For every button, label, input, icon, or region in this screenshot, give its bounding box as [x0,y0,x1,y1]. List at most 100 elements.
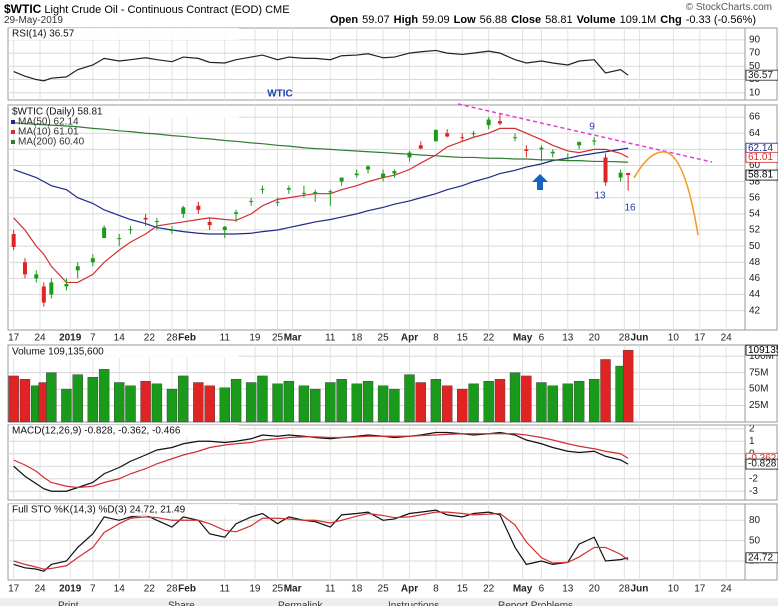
x-tick-label: Jun [631,584,649,595]
date: 29-May-2019 [4,15,63,26]
y-tick-label: 52 [749,225,761,236]
copyright: © StockCharts.com [685,2,772,13]
annotation: 13 [594,191,606,202]
y-tick-label: 56 [749,192,761,203]
value-box [745,344,778,356]
y-tick-label: 48 [749,257,761,268]
volume-bar [46,372,57,423]
value-box-label: -0.828 [748,459,777,470]
footer-link[interactable]: Print [58,601,79,606]
volume-bar [441,385,453,423]
volume-bar [494,379,506,423]
quote-value: 109.1M [619,14,657,26]
panel-title-bg [9,504,239,516]
value-box [745,458,778,470]
x-tick-label: Feb [178,333,196,344]
right-axis-frame [744,104,778,331]
candle-body [354,173,359,176]
value-box-label: 61.01 [748,152,773,163]
candle-body [11,234,16,247]
volume-bar [204,385,215,423]
x-tick-label: May [513,333,533,344]
indicator-line [13,431,629,492]
x-tick-label: 25 [272,584,284,595]
y-tick-label: 50 [749,535,761,546]
candle-body [445,133,450,137]
indicator-line [13,433,629,489]
x-tick-label: 25 [272,333,284,344]
volume-bar [600,359,611,423]
candle-body [34,274,39,279]
candle-body [328,191,333,193]
quote-value: 59.07 [362,14,390,26]
y-tick-label: 42 [749,305,761,316]
candle-body [392,171,397,174]
x-tick-label: 13 [562,584,574,595]
projection-curve [633,151,699,236]
candle-body [207,221,212,226]
candle-body [313,192,318,194]
footer-link[interactable]: Permalink [278,601,323,606]
x-tick-label: Apr [401,333,418,344]
candle-body [22,262,27,275]
x-tick-label: 25 [378,333,390,344]
y-tick-label: 100M [749,351,774,362]
x-tick-label: 18 [351,584,363,595]
candle-body [577,142,582,146]
panel-title-bg [9,28,239,40]
candle-body [565,157,570,159]
footer-link[interactable]: Report Problems [498,601,573,606]
value-box-label: -0.362 [748,453,777,464]
candle-body [102,227,107,239]
x-tick-label: 11 [325,333,336,344]
volume-bar [325,382,336,423]
indicator-line [13,509,629,572]
value-box [745,151,778,163]
candle-body [539,147,544,150]
x-tick-label: 22 [144,584,156,595]
candle-body [181,207,186,214]
quote-value: 59.09 [422,14,450,26]
volume-bar [536,382,547,423]
candle-body [339,177,344,182]
y-tick-label: 2 [749,423,755,434]
x-tick-label: 22 [483,584,495,595]
quote-label: Chg [660,14,682,26]
volume-bar [8,375,19,423]
x-tick-label: 28 [166,333,178,344]
y-tick-label: -3 [749,486,758,497]
volume-bar [98,369,110,423]
symbol: $WTIC [4,2,42,16]
candle-body [117,238,122,240]
volume-bar [362,380,374,423]
indicator-line [13,49,629,82]
footer-link[interactable]: Share [168,601,195,606]
volume-bar [457,388,468,423]
candle-body [143,217,148,220]
volume-bar [404,374,415,423]
trend-line [457,103,713,163]
footer-link[interactable]: Instructions [388,601,439,606]
legend-swatch [11,130,15,134]
y-tick-label: 46 [749,273,761,284]
candle-body [64,284,69,287]
x-tick-label: 8 [433,584,439,595]
x-tick-label: 28 [166,584,178,595]
candle-body [169,230,174,231]
volume-bar [283,380,295,423]
panel-title-bg [9,425,239,437]
right-axis-frame [744,503,778,581]
y-tick-label: 70 [749,48,761,59]
volume-bar [219,387,230,423]
x-tick-label: 28 [619,584,631,595]
symbol-line: $WTIC Light Crude Oil - Continuous Contr… [4,2,290,16]
header: $WTIC Light Crude Oil - Continuous Contr… [0,0,778,28]
candle-body [626,172,631,176]
panel-title: Volume 109,135,600 [12,347,104,358]
annotation: 16 [624,203,636,214]
candle-body [486,119,491,126]
candle-body [550,151,555,154]
candle-body [286,188,291,190]
quote-value: 58.81 [545,14,573,26]
